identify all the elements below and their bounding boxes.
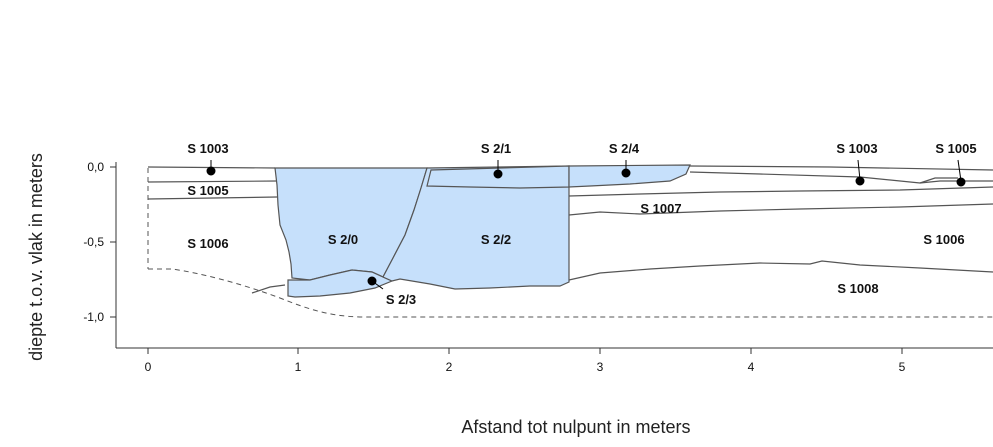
y-axis (110, 162, 117, 348)
label-s1006-right: S 1006 (923, 232, 964, 247)
sample-point (206, 166, 216, 176)
s1005-bump-right (919, 177, 958, 184)
label-s1007: S 1007 (640, 201, 681, 216)
x-tick-label: 0 (145, 360, 152, 374)
x-tick-label: 4 (748, 360, 755, 374)
s1003-s1005-boundary (147, 180, 278, 183)
x-axis-title: Afstand tot nulpunt in meters (461, 417, 690, 437)
label-s1003-left: S 1003 (187, 141, 228, 156)
sample-point (493, 169, 503, 179)
s1005-s1007-boundary (568, 186, 993, 197)
label-s2-0: S 2/0 (328, 232, 358, 247)
unit-labels: S 1003 S 2/1 S 2/4 S 1003 S 1005 S 1005 … (187, 141, 976, 307)
label-s1005-left: S 1005 (187, 183, 228, 198)
label-s1005-right: S 1005 (935, 141, 976, 156)
label-s1003-right: S 1003 (836, 141, 877, 156)
sample-point (855, 176, 865, 186)
x-tick-labels: 0 1 2 3 4 5 (145, 360, 906, 374)
s1005-s1006-boundary (147, 196, 278, 200)
label-s2-1: S 2/1 (481, 141, 511, 156)
y-tick-label: -1,0 (83, 310, 104, 324)
y-tick-label: 0,0 (87, 160, 104, 174)
feature-s2-4 (568, 164, 691, 188)
x-axis (116, 347, 993, 354)
sample-point (621, 168, 631, 178)
label-s2-4: S 2/4 (609, 141, 640, 156)
feature-s2-2 (382, 165, 570, 290)
features (274, 164, 691, 298)
sample-points (206, 159, 966, 290)
excavation-limit (147, 168, 993, 318)
s1003-s1005-boundary-right (689, 171, 993, 184)
x-tick-label: 5 (899, 360, 906, 374)
x-tick-label: 1 (295, 360, 302, 374)
sample-point (956, 177, 966, 187)
leader-line (957, 159, 962, 182)
label-s1008: S 1008 (837, 281, 878, 296)
s1006-s1008-boundary (568, 260, 993, 281)
y-tick-labels: 0,0 -0,5 -1,0 (83, 160, 104, 324)
label-s2-2: S 2/2 (481, 232, 511, 247)
layer-lines (147, 165, 993, 294)
sample-point (367, 276, 377, 286)
x-tick-label: 3 (597, 360, 604, 374)
s1006-left-lower-line (251, 284, 286, 294)
label-s1006-left: S 1006 (187, 236, 228, 251)
label-s2-3: S 2/3 (386, 292, 416, 307)
x-tick-label: 2 (446, 360, 453, 374)
s1007-s1006-boundary (568, 203, 993, 216)
limit-bottom-dashed (148, 268, 993, 318)
y-axis-title: diepte t.o.v. vlak in meters (26, 153, 46, 361)
y-tick-label: -0,5 (83, 235, 104, 249)
